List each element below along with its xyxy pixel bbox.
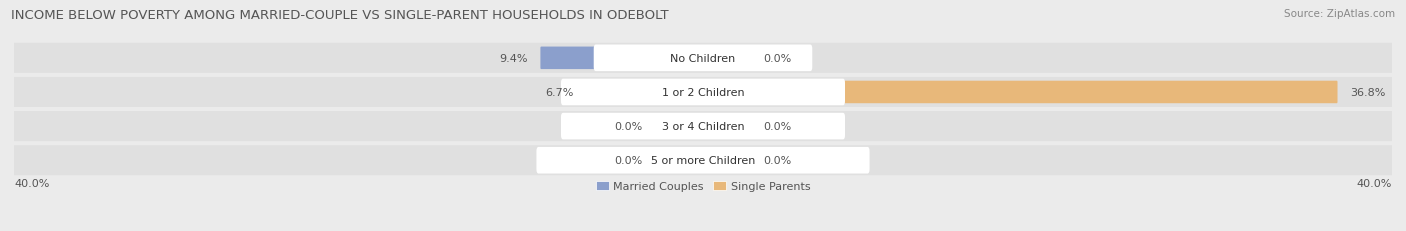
Text: 40.0%: 40.0% xyxy=(1357,178,1392,188)
FancyBboxPatch shape xyxy=(703,48,747,69)
FancyBboxPatch shape xyxy=(703,116,747,137)
Text: 5 or more Children: 5 or more Children xyxy=(651,155,755,165)
Text: 0.0%: 0.0% xyxy=(763,155,792,165)
Text: No Children: No Children xyxy=(671,54,735,64)
FancyBboxPatch shape xyxy=(561,113,845,140)
Text: INCOME BELOW POVERTY AMONG MARRIED-COUPLE VS SINGLE-PARENT HOUSEHOLDS IN ODEBOLT: INCOME BELOW POVERTY AMONG MARRIED-COUPL… xyxy=(11,9,669,22)
FancyBboxPatch shape xyxy=(703,150,747,171)
FancyBboxPatch shape xyxy=(703,81,1337,104)
FancyBboxPatch shape xyxy=(659,116,703,137)
FancyBboxPatch shape xyxy=(540,47,703,70)
FancyBboxPatch shape xyxy=(586,81,703,104)
FancyBboxPatch shape xyxy=(13,146,1393,176)
FancyBboxPatch shape xyxy=(13,112,1393,142)
FancyBboxPatch shape xyxy=(13,78,1393,107)
Text: 0.0%: 0.0% xyxy=(614,155,643,165)
FancyBboxPatch shape xyxy=(561,79,845,106)
FancyBboxPatch shape xyxy=(659,150,703,171)
Text: 36.8%: 36.8% xyxy=(1351,88,1386,97)
Text: 9.4%: 9.4% xyxy=(499,54,527,64)
Text: 3 or 4 Children: 3 or 4 Children xyxy=(662,122,744,131)
FancyBboxPatch shape xyxy=(13,44,1393,73)
Text: 1 or 2 Children: 1 or 2 Children xyxy=(662,88,744,97)
Text: 0.0%: 0.0% xyxy=(614,122,643,131)
FancyBboxPatch shape xyxy=(537,147,869,174)
Text: 0.0%: 0.0% xyxy=(763,122,792,131)
Legend: Married Couples, Single Parents: Married Couples, Single Parents xyxy=(592,176,814,196)
Text: 40.0%: 40.0% xyxy=(14,178,49,188)
Text: 6.7%: 6.7% xyxy=(546,88,574,97)
FancyBboxPatch shape xyxy=(593,45,813,72)
Text: 0.0%: 0.0% xyxy=(763,54,792,64)
Text: Source: ZipAtlas.com: Source: ZipAtlas.com xyxy=(1284,9,1395,19)
